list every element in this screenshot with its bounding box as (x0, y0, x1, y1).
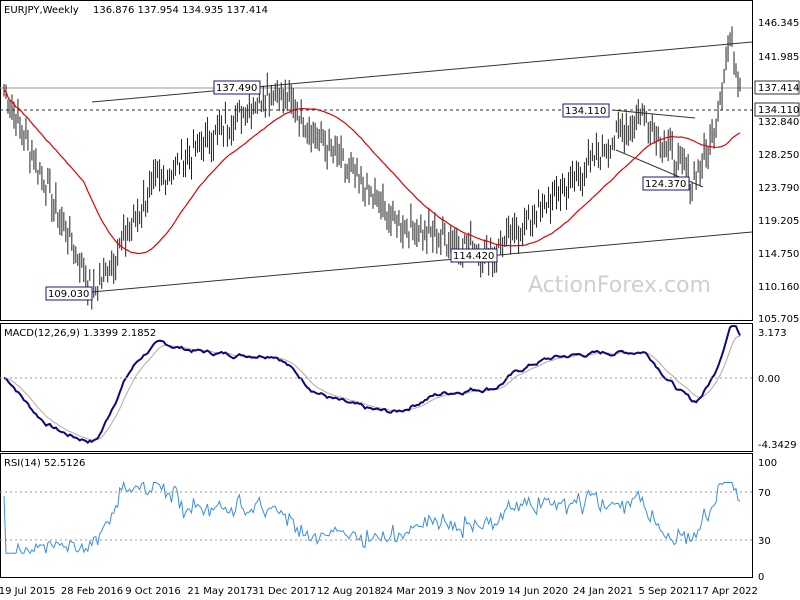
ohlc-values: 136.876 137.954 134.935 137.414 (93, 5, 268, 16)
y-tick: 105.705 (758, 314, 799, 325)
annotation-109030: 109.030 (48, 289, 89, 300)
x-axis: 19 Jul 2015 28 Feb 2016 9 Oct 2016 21 May 2… (0, 586, 758, 597)
macd-title: MACD(12,26,9) 1.3399 2.1852 (4, 328, 156, 339)
rsi-line (3, 480, 741, 555)
x-tick-label: 31 Dec 2017 (252, 586, 316, 597)
y-tick: 119.205 (758, 216, 799, 227)
current-price-box (754, 80, 800, 95)
macd-line (3, 325, 741, 444)
rsi-panel-frame (0, 453, 753, 578)
y-tick: 123.790 (758, 183, 799, 194)
x-tick-label: 24 Mar 2019 (380, 586, 443, 597)
moving-average-line (3, 89, 741, 255)
x-tick-label: 3 Nov 2019 (447, 586, 505, 597)
watermark: ActionForex.com (528, 273, 711, 298)
x-tick-label: 28 Feb 2016 (61, 586, 123, 597)
macd-y-tick: 0.00 (758, 374, 780, 385)
price-y-axis: 146.345 141.985 137.414 134.110 132.840 … (754, 18, 800, 325)
annotation-137490: 137.490 (216, 83, 257, 94)
trendlines (0, 41, 753, 293)
y-tick: 110.160 (758, 282, 799, 293)
rsi-y-tick: 30 (758, 536, 771, 547)
macd-panel-frame (0, 323, 753, 452)
price-annotations: 137.490 134.110 124.370 114.420 109.030 (45, 80, 690, 301)
y-tick: 132.840 (758, 117, 799, 128)
current-price-label: 137.414 (758, 83, 799, 94)
annotation-134110: 134.110 (565, 106, 606, 117)
annotation-124370: 124.370 (645, 179, 686, 190)
price-panel-title: EURJPY,Weekly (4, 5, 79, 16)
rsi-title: RSI(14) 52.5126 (4, 458, 85, 469)
macd-signal-line (3, 335, 741, 441)
rsi-y-tick: 100 (758, 458, 777, 469)
x-tick-label: 19 Jul 2015 (0, 586, 55, 597)
y-tick: 146.345 (758, 18, 799, 29)
macd-y-tick: -4.3429 (758, 440, 797, 451)
x-tick-label: 21 May 2017 (187, 586, 252, 597)
y-tick: 114.750 (758, 249, 799, 260)
upper-channel-line (91, 41, 753, 103)
x-tick-label: 14 Jun 2020 (508, 586, 568, 597)
x-tick-label: 12 Aug 2018 (317, 586, 381, 597)
x-tick-label: 24 Jan 2021 (573, 586, 633, 597)
current-level-box (754, 102, 800, 117)
macd-y-tick: 3.173 (758, 328, 787, 339)
rsi-y-tick: 70 (758, 488, 771, 499)
rsi-y-tick: 0 (758, 572, 764, 583)
x-tick-label: 17 Apr 2022 (696, 586, 758, 597)
lower-channel-line (91, 231, 753, 293)
current-level-label: 134.110 (758, 105, 799, 116)
annotation-114420: 114.420 (453, 251, 494, 262)
x-tick-label: 9 Oct 2016 (125, 586, 180, 597)
y-tick: 128.250 (758, 150, 799, 161)
triangle-upper-line (611, 109, 696, 119)
y-tick: 141.985 (758, 52, 799, 63)
x-tick-label: 5 Sep 2021 (638, 586, 695, 597)
